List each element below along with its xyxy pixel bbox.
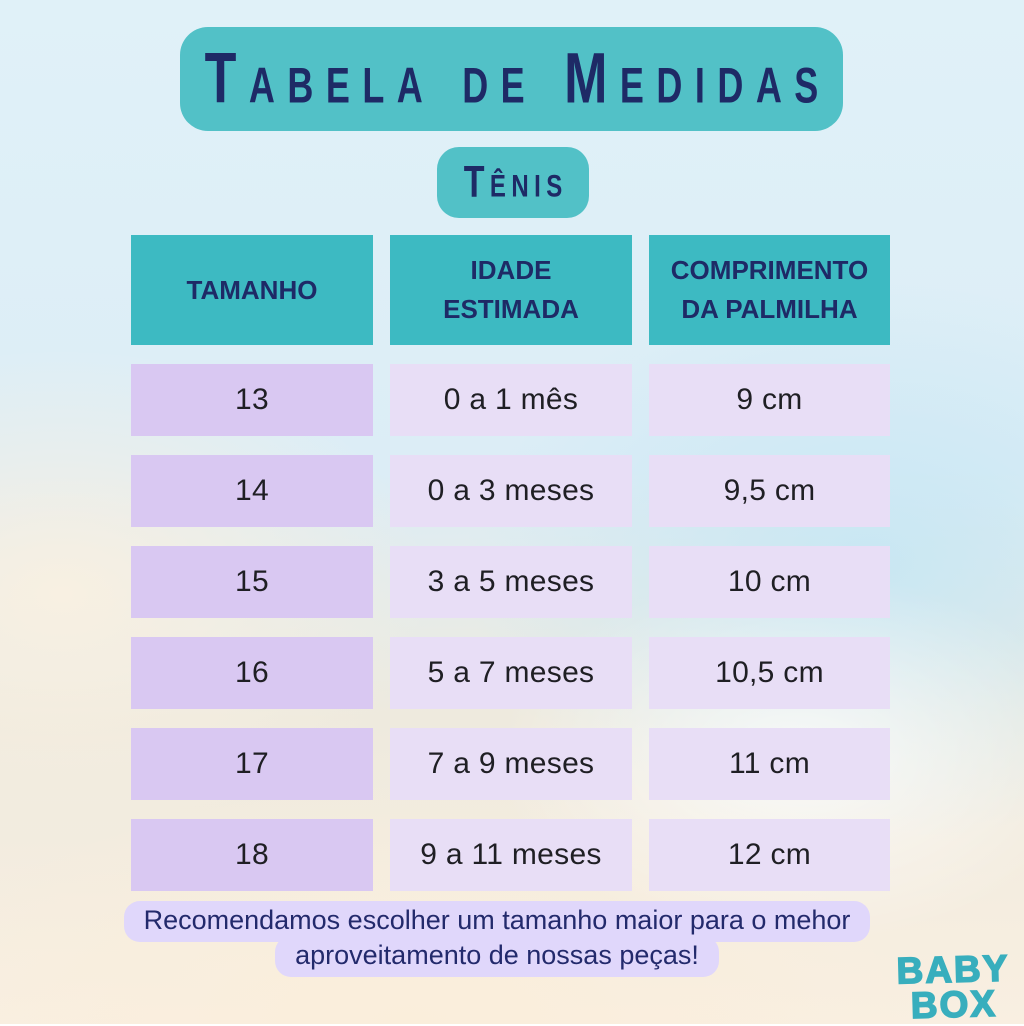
age-cell: 5 a 7 meses — [390, 637, 632, 709]
insole-cell: 9,5 cm — [649, 455, 890, 527]
insole-cell: 10,5 cm — [649, 637, 890, 709]
age-cell: 9 a 11 meses — [390, 819, 632, 891]
insole-cell: 12 cm — [649, 819, 890, 891]
page-title: Tabela de Medidas — [204, 38, 831, 120]
title-banner: Tabela de Medidas — [180, 27, 843, 131]
brand-logo: BABY BOX — [895, 946, 1011, 1026]
page-subtitle: Tênis — [463, 156, 568, 207]
size-cell: 15 — [131, 546, 373, 618]
size-table: TAMANHO IDADE ESTIMADA COMPRIMENTO DA PA… — [131, 235, 891, 891]
size-cell: 18 — [131, 819, 373, 891]
column-header-comprimento-palmilha: COMPRIMENTO DA PALMILHA — [649, 235, 890, 345]
insole-cell: 10 cm — [649, 546, 890, 618]
size-cell: 17 — [131, 728, 373, 800]
insole-cell: 11 cm — [649, 728, 890, 800]
insole-cell: 9 cm — [649, 364, 890, 436]
age-cell: 0 a 3 meses — [390, 455, 632, 527]
size-cell: 16 — [131, 637, 373, 709]
age-cell: 3 a 5 meses — [390, 546, 632, 618]
footer-note-line1: Recomendamos escolher um tamanho maior p… — [123, 901, 871, 942]
footer-note-line2: aproveitamento de nossas peças! — [275, 936, 719, 977]
subtitle-banner: Tênis — [437, 147, 589, 218]
brand-logo-line2: BOX — [910, 982, 999, 1026]
footer-note: Recomendamos escolher um tamanho maior p… — [0, 901, 994, 977]
size-cell: 13 — [131, 364, 373, 436]
age-cell: 7 a 9 meses — [390, 728, 632, 800]
size-cell: 14 — [131, 455, 373, 527]
age-cell: 0 a 1 mês — [390, 364, 632, 436]
column-header-idade-estimada: IDADE ESTIMADA — [390, 235, 632, 345]
column-header-tamanho: TAMANHO — [131, 235, 373, 345]
